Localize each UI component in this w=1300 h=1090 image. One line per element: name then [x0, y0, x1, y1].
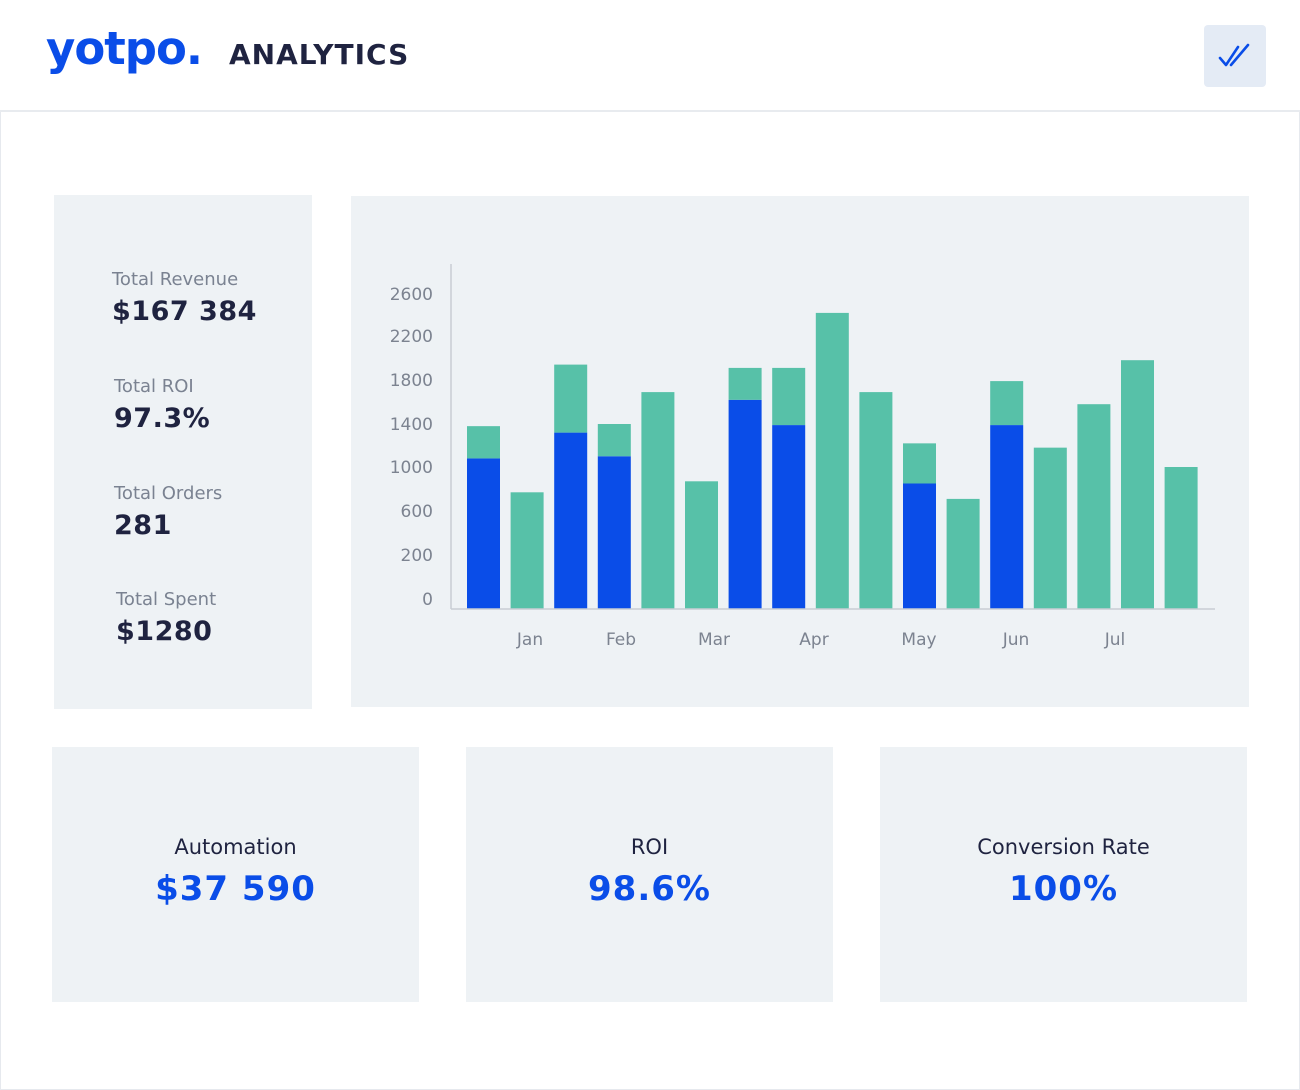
- bar-segment-primary: [728, 399, 762, 609]
- stat-total-roi: Total ROI 97.3%: [114, 376, 210, 434]
- bar-segment-secondary: [772, 367, 806, 426]
- bar-segment-secondary: [1121, 360, 1154, 609]
- kpi-label: Automation: [174, 835, 297, 859]
- bar-segment-secondary: [641, 392, 675, 609]
- stat-label: Total Orders: [114, 483, 223, 504]
- bar-segment-primary: [467, 458, 500, 609]
- x-tick-label: Mar: [698, 630, 730, 650]
- double-check-icon: [1218, 43, 1250, 67]
- y-tick-label: 0: [422, 590, 433, 610]
- y-axis-ticks: 0 200 600 1000 1400 1800 2200 2600: [390, 285, 433, 610]
- bar-segment-secondary: [467, 426, 500, 459]
- bar-segment-primary: [990, 425, 1024, 609]
- bar-segment-secondary: [1077, 404, 1111, 609]
- bar-segment-secondary: [990, 381, 1024, 426]
- header: yotpo. ANALYTICS: [0, 0, 1300, 112]
- stat-value: 281: [114, 510, 172, 541]
- bar-segment-primary: [903, 483, 936, 609]
- stat-label: Total Spent: [116, 589, 217, 610]
- kpi-value: 98.6%: [588, 869, 711, 909]
- stat-total-revenue: Total Revenue $167 384: [112, 269, 257, 327]
- bar-segment-secondary: [815, 312, 849, 609]
- kpi-card-conversion-rate: Conversion Rate 100%: [880, 747, 1247, 1002]
- kpi-value: $37 590: [155, 869, 316, 909]
- y-tick-label: 200: [401, 546, 433, 566]
- bar-segment-secondary: [903, 443, 936, 484]
- stat-total-spent: Total Spent $1280: [116, 589, 216, 647]
- y-tick-label: 2200: [390, 327, 433, 347]
- kpi-card-automation: Automation $37 590: [52, 747, 419, 1002]
- bar-segment-primary: [772, 425, 806, 609]
- kpi-label: ROI: [630, 835, 669, 859]
- x-tick-label: Feb: [606, 630, 636, 650]
- bar-segment-secondary: [728, 367, 762, 400]
- kpi-value: 100%: [1008, 869, 1119, 909]
- summary-stats-panel: Total Revenue $167 384 Total ROI 97.3% T…: [54, 195, 312, 709]
- page-title: ANALYTICS: [229, 38, 410, 71]
- x-tick-label: Jul: [1104, 630, 1126, 650]
- x-tick-label: Jan: [516, 630, 543, 650]
- bar-segment-secondary: [859, 392, 893, 609]
- x-tick-label: Apr: [799, 630, 828, 650]
- bar-segment-secondary: [510, 492, 544, 609]
- x-axis-ticks: Jan Feb Mar Apr May Jun Jul: [516, 630, 1125, 650]
- bar-segment-secondary: [946, 498, 980, 609]
- y-tick-label: 1000: [390, 458, 433, 478]
- chart-panel: 0 200 600 1000 1400 1800 2200 2600 Jan Feb Mar Apr…: [351, 196, 1249, 707]
- bar-segment-primary: [554, 432, 588, 609]
- kpi-label: Conversion Rate: [977, 835, 1150, 859]
- bar-segment-primary: [597, 456, 631, 609]
- y-tick-label: 2600: [390, 285, 433, 305]
- stat-label: Total ROI: [114, 376, 194, 397]
- mark-read-button[interactable]: [1204, 25, 1266, 87]
- x-tick-label: May: [901, 630, 936, 650]
- bar-segment-secondary: [554, 364, 588, 433]
- stat-total-orders: Total Orders 281: [114, 483, 222, 541]
- y-tick-label: 600: [401, 502, 433, 522]
- bar-segment-secondary: [685, 481, 718, 609]
- stat-value: 97.3%: [114, 403, 211, 434]
- kpi-card-roi: ROI 98.6%: [466, 747, 833, 1002]
- y-tick-label: 1400: [390, 415, 433, 435]
- bar-chart: 0 200 600 1000 1400 1800 2200 2600 Jan Feb Mar Apr…: [390, 264, 1215, 650]
- x-tick-label: Jun: [1002, 630, 1030, 650]
- stat-value: $167 384: [112, 296, 257, 327]
- bar-segment-secondary: [1164, 467, 1198, 609]
- bar-segment-secondary: [1033, 447, 1067, 609]
- yotpo-logo: yotpo.: [46, 22, 203, 75]
- stat-label: Total Revenue: [112, 269, 239, 290]
- y-tick-label: 1800: [390, 371, 433, 391]
- bars: [467, 312, 1198, 609]
- bar-segment-secondary: [597, 424, 631, 457]
- stat-value: $1280: [116, 616, 213, 647]
